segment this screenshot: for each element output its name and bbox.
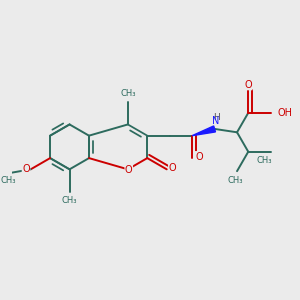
Text: CH₃: CH₃ <box>62 196 77 205</box>
Text: O: O <box>195 152 203 161</box>
Text: H: H <box>213 113 220 122</box>
Text: N: N <box>212 116 219 126</box>
Text: O: O <box>169 163 176 173</box>
Text: O: O <box>22 164 30 174</box>
Text: CH₃: CH₃ <box>228 176 243 184</box>
Text: O: O <box>244 80 252 90</box>
Text: O: O <box>125 165 133 175</box>
Text: CH₃: CH₃ <box>1 176 16 185</box>
Text: CH₃: CH₃ <box>120 89 136 98</box>
Text: OH: OH <box>278 108 292 118</box>
Polygon shape <box>192 126 215 136</box>
Text: CH₃: CH₃ <box>257 156 272 165</box>
